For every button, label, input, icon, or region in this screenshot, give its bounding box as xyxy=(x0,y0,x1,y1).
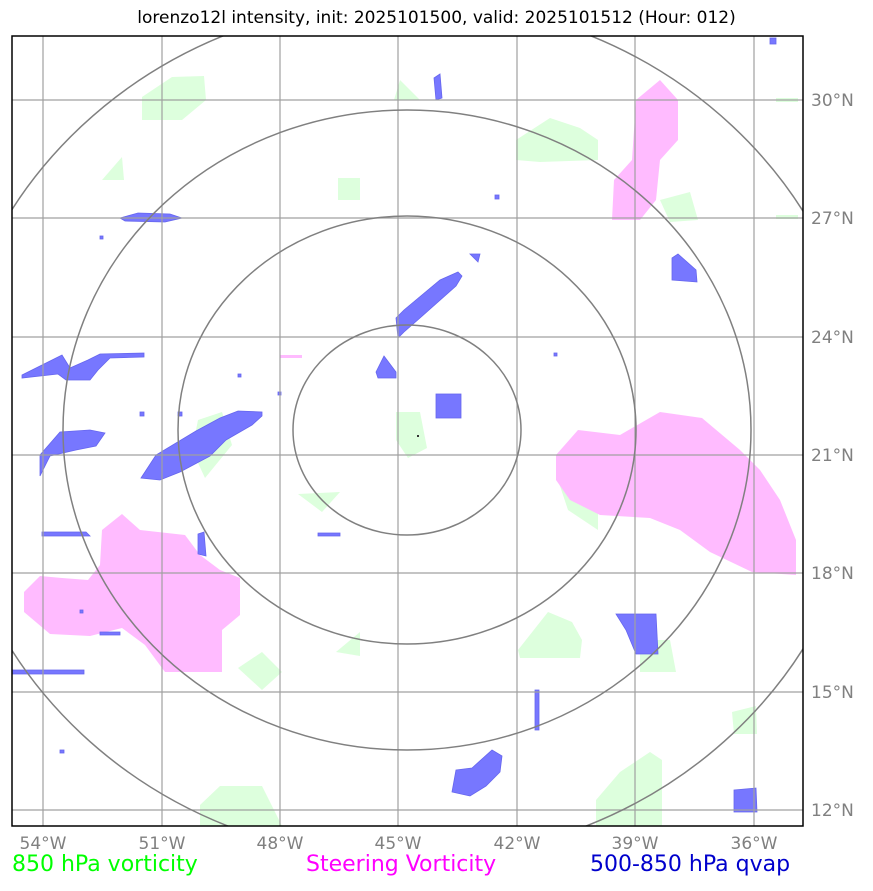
lon-tick: 48°W xyxy=(257,834,304,854)
lat-tick: 30°N xyxy=(811,91,854,111)
lon-tick: 51°W xyxy=(139,834,186,854)
lat-tick: 24°N xyxy=(811,328,854,348)
map-frame xyxy=(11,35,804,827)
lat-tick: 15°N xyxy=(811,683,854,703)
lon-tick: 39°W xyxy=(612,834,659,854)
lon-tick: 54°W xyxy=(20,834,67,854)
lat-tick: 12°N xyxy=(811,801,854,821)
legend-vorticity-850: 850 hPa vorticity xyxy=(12,852,198,877)
legend-qvap: 500-850 hPa qvap xyxy=(590,852,791,877)
storm-center-marker xyxy=(417,435,419,437)
legend-steering-vorticity: Steering Vorticity xyxy=(306,852,497,877)
qvap-layer xyxy=(12,37,777,813)
lat-tick: 18°N xyxy=(811,564,854,584)
steering-vorticity-layer xyxy=(24,80,796,672)
lat-tick-labels: 30°N 27°N 24°N 21°N 18°N 15°N 12°N xyxy=(811,91,854,821)
lon-tick-labels: 54°W 51°W 48°W 45°W 42°W 39°W 36°W xyxy=(20,834,778,854)
lat-tick: 27°N xyxy=(811,209,854,229)
range-rings xyxy=(12,36,803,826)
gridlines xyxy=(12,36,803,826)
lat-tick: 21°N xyxy=(811,446,854,466)
lon-tick: 36°W xyxy=(731,834,778,854)
lon-tick: 42°W xyxy=(494,834,541,854)
map-title: lorenzo12l intensity, init: 2025101500, … xyxy=(137,8,736,28)
lon-tick: 45°W xyxy=(375,834,422,854)
